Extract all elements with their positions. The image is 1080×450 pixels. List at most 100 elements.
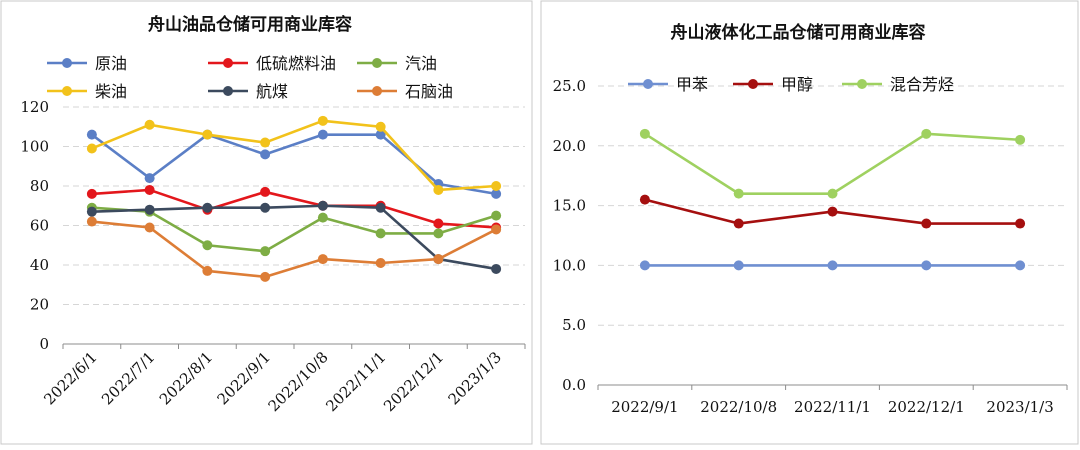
data-point bbox=[86, 188, 97, 199]
data-point bbox=[260, 137, 271, 148]
x-tick-label: 2022/12/1 bbox=[380, 348, 447, 415]
data-point bbox=[144, 119, 155, 130]
legend-marker bbox=[223, 58, 233, 68]
data-point bbox=[733, 260, 744, 271]
y-tick-label: 0 bbox=[39, 335, 49, 353]
left-panel-border bbox=[0, 0, 533, 445]
legend-marker bbox=[857, 79, 867, 89]
data-point bbox=[144, 204, 155, 215]
data-point bbox=[317, 200, 328, 211]
data-point bbox=[260, 202, 271, 213]
x-tick-label: 2023/1/3 bbox=[986, 398, 1053, 416]
legend-label: 低硫燃料油 bbox=[256, 54, 336, 73]
data-point bbox=[1015, 218, 1026, 229]
data-point bbox=[639, 260, 650, 271]
y-tick-label: 5.0 bbox=[562, 316, 586, 334]
data-point bbox=[375, 228, 386, 239]
data-point bbox=[144, 222, 155, 233]
legend-label: 航煤 bbox=[256, 82, 288, 101]
data-point bbox=[86, 129, 97, 140]
series-line bbox=[91, 188, 497, 229]
legend-label: 柴油 bbox=[95, 82, 127, 101]
x-tick-label: 2022/9/1 bbox=[611, 398, 678, 416]
y-tick-label: 20.0 bbox=[553, 137, 586, 155]
right-chart-title: 舟山液体化工品仓储可用商业库容 bbox=[671, 22, 926, 43]
data-point bbox=[639, 128, 650, 139]
data-point bbox=[144, 184, 155, 195]
data-point bbox=[375, 129, 386, 140]
x-tick-label: 2022/6/1 bbox=[40, 348, 100, 408]
y-tick-label: 20 bbox=[30, 296, 49, 314]
right-plot-area: 0.0 5.0 10.0 15.0 20.0 25.0 2022/9/1 2022/10/8 2… bbox=[553, 75, 1068, 416]
y-tick-label: 10.0 bbox=[553, 256, 586, 274]
data-point bbox=[260, 186, 271, 197]
y-tick-label: 100 bbox=[20, 138, 49, 156]
data-point bbox=[827, 206, 838, 217]
legend-marker bbox=[62, 58, 72, 68]
data-point bbox=[86, 216, 97, 227]
data-point bbox=[317, 129, 328, 140]
y-tick-label: 25.0 bbox=[553, 77, 586, 95]
x-tick-label: 2022/12/1 bbox=[888, 398, 965, 416]
x-tick-label: 2022/10/8 bbox=[700, 398, 777, 416]
x-tick-label: 2022/10/8 bbox=[265, 348, 332, 415]
data-point bbox=[433, 254, 444, 265]
data-point bbox=[202, 202, 213, 213]
series-line bbox=[91, 204, 497, 271]
data-point bbox=[491, 181, 502, 191]
legend-marker bbox=[643, 79, 653, 89]
data-point bbox=[827, 188, 838, 199]
data-point bbox=[827, 260, 838, 271]
data-point bbox=[317, 115, 328, 126]
data-point bbox=[144, 173, 155, 184]
y-tick-label: 0.0 bbox=[562, 376, 586, 394]
x-tick-label: 2022/7/1 bbox=[98, 348, 158, 408]
left-chart-title: 舟山油品仓储可用商业库容 bbox=[148, 14, 352, 35]
data-point bbox=[433, 184, 444, 195]
data-point bbox=[491, 210, 502, 221]
data-point bbox=[317, 254, 328, 265]
data-point bbox=[639, 194, 650, 205]
legend-marker bbox=[223, 86, 233, 96]
data-point bbox=[921, 218, 932, 229]
data-point bbox=[375, 258, 386, 269]
x-tick-label: 2022/11/1 bbox=[794, 398, 871, 416]
data-point bbox=[375, 121, 386, 132]
x-tick-label: 2022/8/1 bbox=[156, 348, 216, 408]
data-point bbox=[433, 218, 444, 229]
data-point bbox=[491, 188, 502, 199]
data-point bbox=[491, 224, 502, 235]
data-point bbox=[260, 149, 271, 160]
series-line bbox=[644, 132, 1021, 195]
legend-label: 甲醇 bbox=[781, 75, 813, 94]
data-point bbox=[733, 218, 744, 229]
y-tick-label: 60 bbox=[30, 217, 49, 235]
y-tick-label: 120 bbox=[20, 98, 49, 116]
series-line bbox=[91, 119, 497, 192]
data-point bbox=[202, 129, 213, 140]
data-point bbox=[733, 188, 744, 199]
data-point bbox=[86, 206, 97, 217]
data-point bbox=[202, 240, 213, 251]
x-tick-label: 2022/11/1 bbox=[322, 348, 389, 415]
data-point bbox=[1015, 134, 1026, 145]
x-tick-label: 2022/9/1 bbox=[214, 348, 274, 408]
legend-label: 混合芳烃 bbox=[890, 75, 954, 94]
data-point bbox=[921, 260, 932, 271]
x-tick-label: 2023/1/3 bbox=[445, 348, 505, 408]
data-point bbox=[260, 271, 271, 282]
data-point bbox=[202, 265, 213, 276]
legend-marker bbox=[748, 79, 758, 89]
data-point bbox=[260, 246, 271, 257]
series-line bbox=[91, 206, 497, 253]
series-line bbox=[91, 133, 497, 196]
left-plot-area: 0204060801001202022/6/12022/7/12022/8/12… bbox=[20, 54, 526, 415]
legend-marker bbox=[372, 86, 382, 96]
data-point bbox=[1015, 260, 1026, 271]
series-line bbox=[91, 220, 497, 279]
y-tick-label: 15.0 bbox=[553, 197, 586, 215]
data-point bbox=[921, 128, 932, 139]
legend-marker bbox=[372, 58, 382, 68]
